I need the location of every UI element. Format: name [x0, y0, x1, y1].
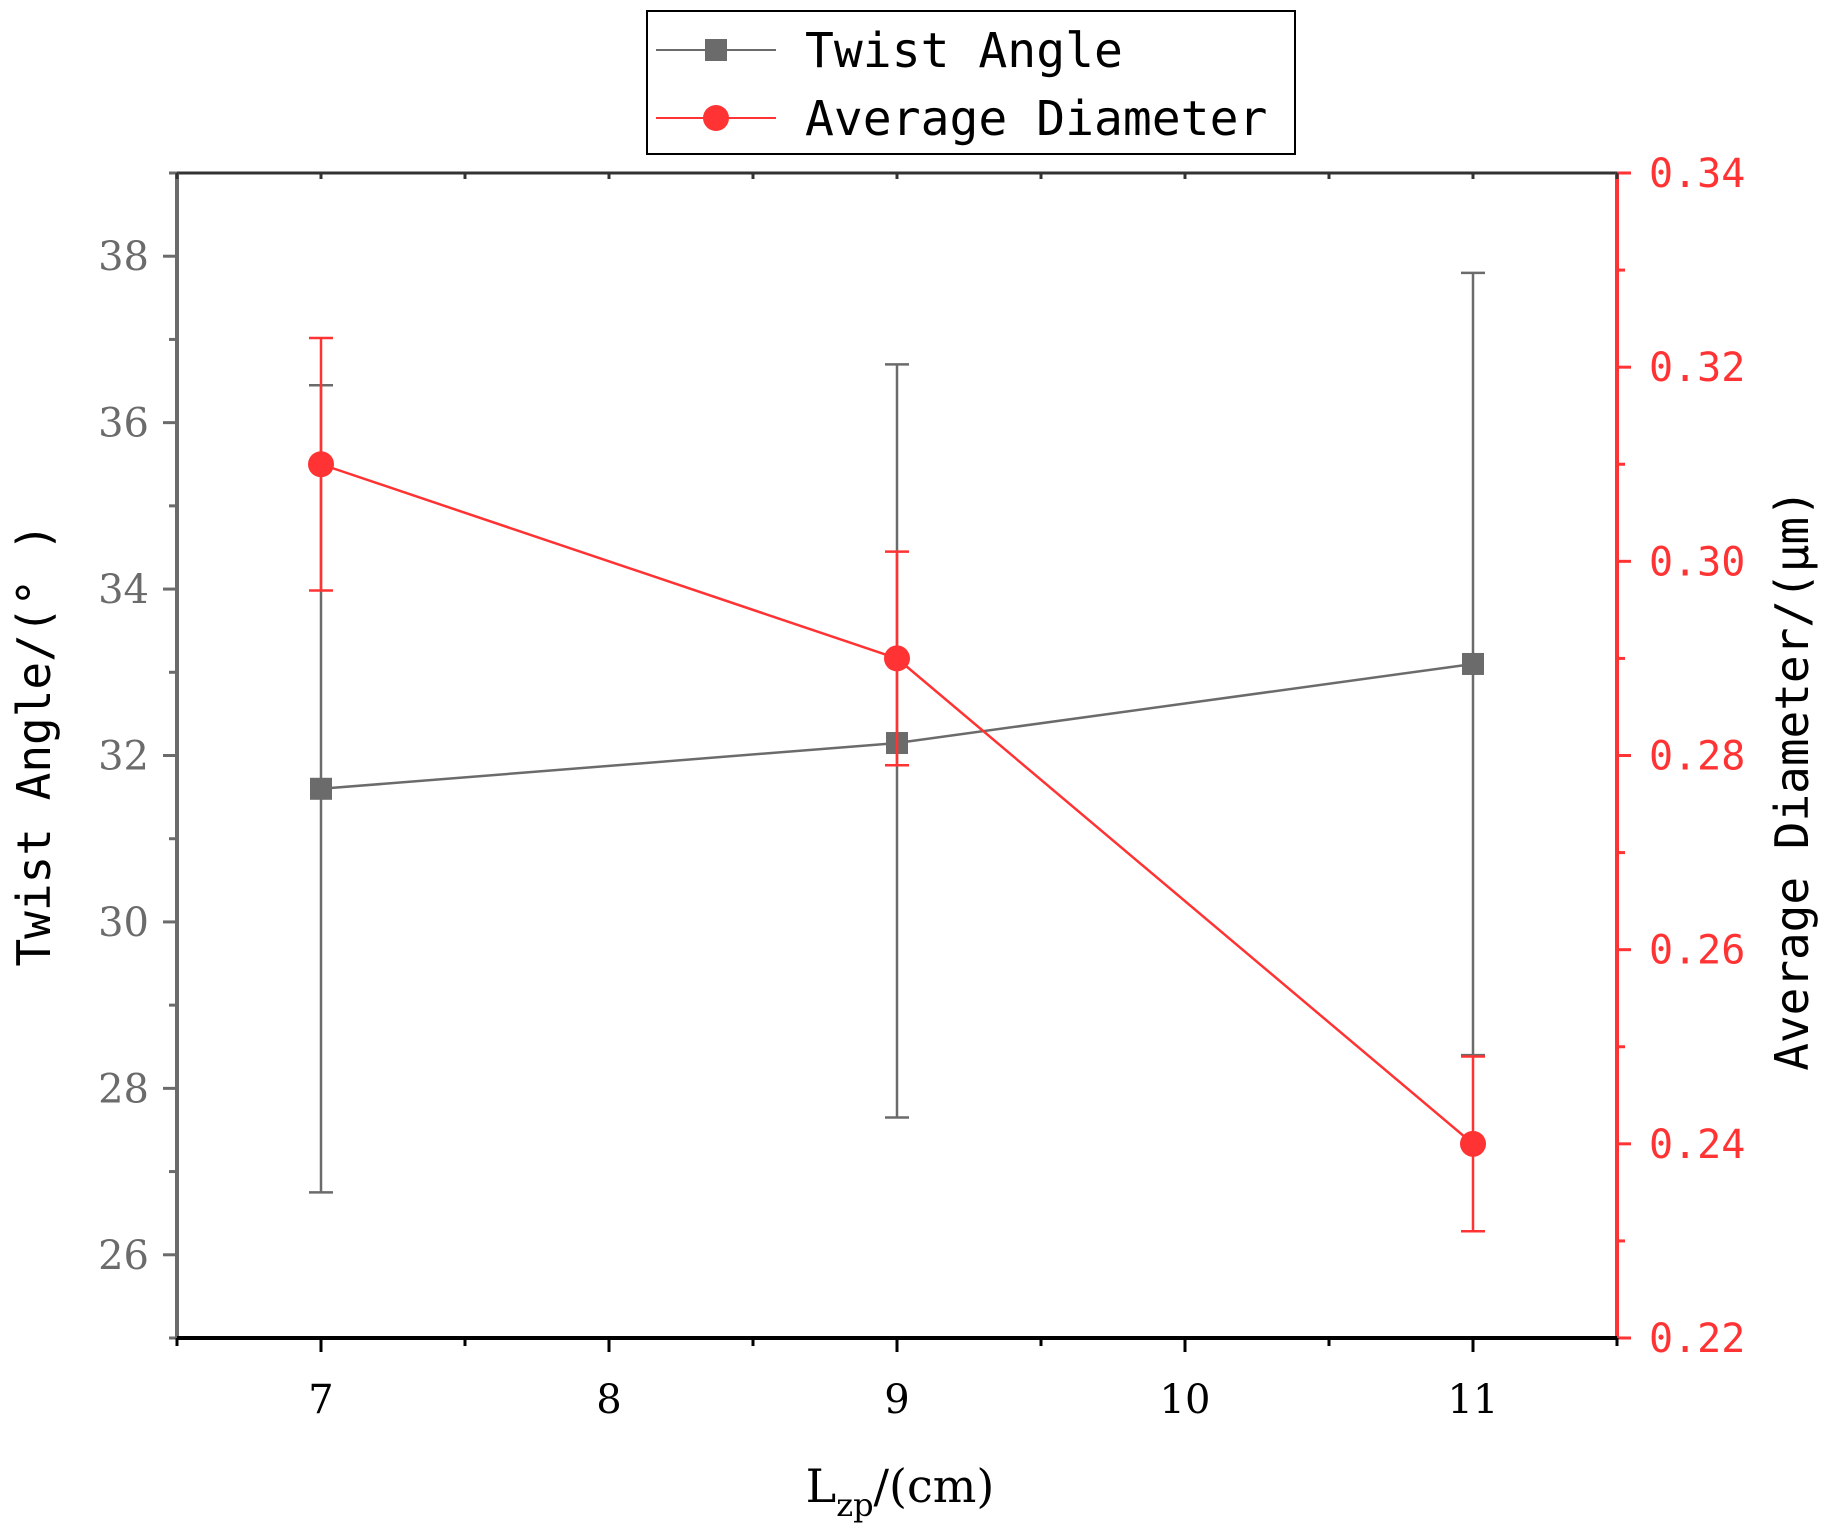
left-axis: 26 28 30 32 34 36 38 [98, 171, 179, 1340]
legend-marker-square [705, 39, 727, 61]
x-axis-title: Lzp/(cm) [806, 1459, 995, 1524]
bottom-tick-label: 10 [1160, 1377, 1211, 1423]
legend: Twist Angle Average Diameter [646, 10, 1296, 155]
bottom-tick-label: 11 [1448, 1377, 1499, 1423]
bottom-tick-label: 8 [596, 1377, 621, 1423]
right-axis: 0.22 0.24 0.26 0.28 0.30 0.32 0.34 [1615, 151, 1745, 1362]
twist-point [1462, 652, 1484, 675]
bottom-axis: 7 8 9 10 11 [175, 173, 1619, 1423]
diameter-point [308, 451, 334, 478]
left-axis-title: Twist Angle/(° ) [7, 523, 61, 966]
x-axis-title-main: L [806, 1459, 837, 1513]
legend-box [646, 10, 1296, 155]
right-tick-label: 0.22 [1649, 1316, 1745, 1362]
left-tick-label: 30 [98, 900, 149, 946]
right-tick-label: 0.34 [1649, 151, 1745, 197]
bottom-tick-label: 7 [308, 1377, 333, 1423]
right-tick-label: 0.24 [1649, 1122, 1745, 1168]
left-tick-label: 28 [98, 1066, 149, 1112]
left-tick-label: 38 [98, 234, 149, 280]
bottom-tick-label: 9 [884, 1377, 909, 1423]
right-tick-label: 0.28 [1649, 734, 1745, 780]
diameter-point [1460, 1130, 1486, 1157]
twist-point [310, 777, 332, 800]
left-tick-label: 34 [98, 567, 149, 613]
right-axis-title: Average Diameter/(μm) [1765, 489, 1819, 1071]
series-layer [308, 271, 1486, 1233]
legend-label-diameter: Average Diameter [805, 91, 1267, 147]
legend-marker-circle [703, 105, 729, 131]
x-axis-title-sub: zp [836, 1486, 873, 1524]
legend-label-twist: Twist Angle [805, 23, 1123, 79]
left-tick-label: 26 [98, 1233, 149, 1279]
diameter-point [884, 645, 910, 672]
right-tick-label: 0.26 [1649, 928, 1745, 974]
right-tick-label: 0.30 [1649, 539, 1745, 585]
right-tick-label: 0.32 [1649, 345, 1745, 391]
left-tick-label: 36 [98, 401, 149, 447]
x-axis-title-rest: /(cm) [874, 1459, 995, 1513]
left-tick-label: 32 [98, 734, 149, 780]
